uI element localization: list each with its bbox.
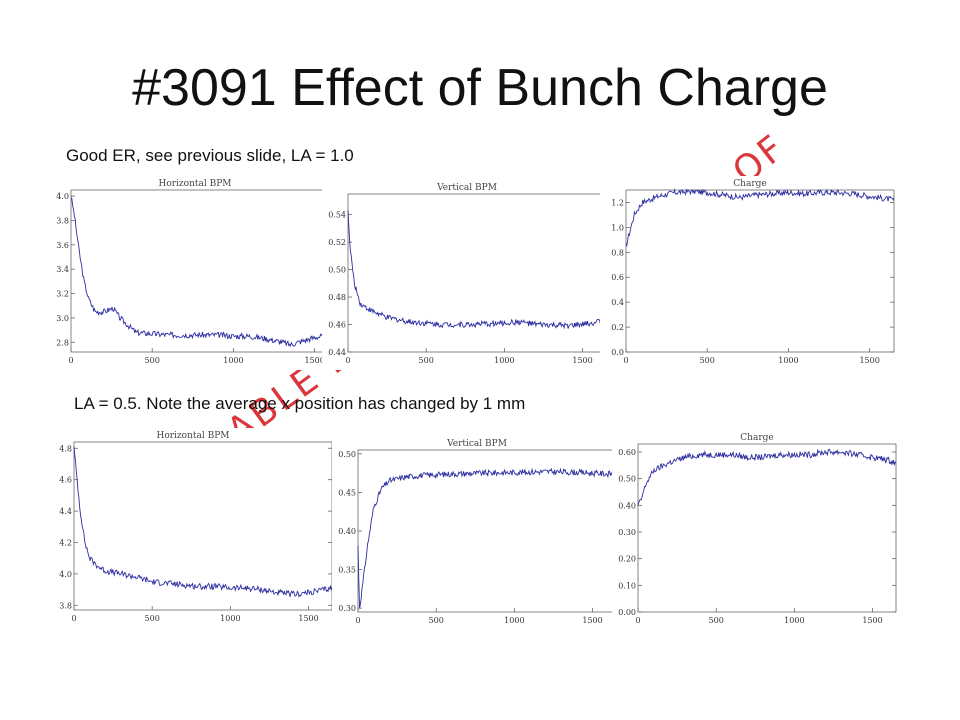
y-tick-label: 0.35 bbox=[338, 566, 356, 575]
chart-horizontal-bpm-la-1: Horizontal BPM 2.8 3.0 3.2 3.4 3.6 3.8 4.0 0 500 1… bbox=[56, 179, 340, 365]
y-tick-label: 0.54 bbox=[328, 211, 346, 220]
chart-charge-la-1: Charge 0.0 0.2 0.4 0.6 0.8 1.0 1.2 0 500 1000 1500 bbox=[611, 179, 895, 365]
y-tick-label: 0.0 bbox=[611, 348, 624, 357]
x-tick-label: 0 bbox=[635, 616, 640, 625]
chart-title: Horizontal BPM bbox=[158, 179, 231, 189]
x-tick-label: 0 bbox=[68, 356, 73, 365]
y-tick-label: 0.50 bbox=[338, 450, 356, 459]
chart-vertical-bpm-la-0.5: Vertical BPM 0.30 0.35 0.40 0.45 0.50 0 500 1000… bbox=[338, 439, 617, 625]
chart-panel-2: Vertical BPM 0.44 0.46 0.48 0.50 0.52 0.54 0 500… bbox=[322, 180, 612, 370]
series-line bbox=[70, 197, 340, 348]
x-tick-label: 1000 bbox=[778, 356, 798, 365]
y-tick-label: 0.8 bbox=[611, 248, 624, 257]
chart-title: Vertical BPM bbox=[446, 439, 507, 449]
x-tick-label: 1500 bbox=[859, 356, 879, 365]
y-tick-label: 0.60 bbox=[618, 448, 636, 457]
y-tick-label: 0.10 bbox=[618, 581, 636, 590]
x-tick-label: 500 bbox=[709, 616, 724, 625]
y-tick-label: 0.40 bbox=[618, 501, 636, 510]
x-tick-label: 1500 bbox=[582, 616, 602, 625]
y-tick-label: 4.0 bbox=[56, 192, 69, 201]
chart-charge-la-0.5: Charge 0.00 0.10 0.20 0.30 0.40 0.50 0.60 0 500 10… bbox=[618, 433, 897, 625]
y-tick-label: 0.44 bbox=[328, 348, 346, 357]
plot-frame bbox=[73, 441, 333, 611]
x-tick-label: 500 bbox=[429, 616, 444, 625]
y-tick-label: 3.0 bbox=[56, 314, 69, 323]
x-tick-label: 1500 bbox=[298, 614, 318, 623]
x-tick-label: 1000 bbox=[220, 614, 240, 623]
y-tick-label: 1.2 bbox=[611, 198, 624, 207]
y-tick-label: 0.30 bbox=[618, 528, 636, 537]
x-tick-label: 1000 bbox=[504, 616, 524, 625]
y-tick-label: 4.0 bbox=[59, 570, 72, 579]
x-tick-label: 0 bbox=[355, 616, 360, 625]
x-tick-label: 500 bbox=[700, 356, 715, 365]
y-tick-label: 0.52 bbox=[328, 238, 346, 247]
x-tick-label: 1500 bbox=[862, 616, 882, 625]
chart-title: Charge bbox=[740, 433, 773, 443]
plot-frame bbox=[347, 193, 607, 353]
series-line bbox=[347, 210, 607, 330]
plot-frame bbox=[637, 443, 897, 613]
y-tick-label: 0.40 bbox=[338, 527, 356, 536]
x-tick-label: 1000 bbox=[784, 616, 804, 625]
y-tick-label: 3.2 bbox=[56, 290, 69, 299]
y-tick-label: 0.50 bbox=[328, 266, 346, 275]
caption-top: Good ER, see previous slide, LA = 1.0 bbox=[66, 146, 354, 165]
y-tick-label: 1.0 bbox=[611, 223, 624, 232]
x-tick-label: 500 bbox=[419, 356, 434, 365]
y-tick-label: 0.00 bbox=[618, 608, 636, 617]
y-tick-label: 0.48 bbox=[328, 293, 346, 302]
caption-bottom: LA = 0.5. Note the average x position ha… bbox=[74, 394, 526, 413]
plot-frame bbox=[70, 189, 340, 353]
chart-title: Vertical BPM bbox=[436, 183, 497, 193]
y-tick-label: 4.8 bbox=[59, 444, 72, 453]
y-tick-label: 0.45 bbox=[338, 488, 356, 497]
y-tick-label: 3.4 bbox=[56, 265, 69, 274]
series-line bbox=[73, 446, 333, 598]
x-tick-label: 0 bbox=[623, 356, 628, 365]
chart-horizontal-bpm-la-0.5: Horizontal BPM 3.8 4.0 4.2 4.4 4.6 4.8 0 500 1000… bbox=[59, 431, 333, 623]
x-tick-label: 500 bbox=[145, 356, 160, 365]
y-tick-label: 4.6 bbox=[59, 476, 72, 485]
y-tick-label: 4.4 bbox=[59, 507, 72, 516]
x-tick-label: 1500 bbox=[572, 356, 592, 365]
y-tick-label: 0.6 bbox=[611, 273, 624, 282]
series-line bbox=[357, 467, 617, 609]
chart-panel-4: Horizontal BPM 3.8 4.0 4.2 4.4 4.6 4.8 0 500 1000… bbox=[48, 428, 338, 628]
x-tick-label: 1000 bbox=[223, 356, 243, 365]
y-tick-label: 0.30 bbox=[338, 604, 356, 613]
series-line bbox=[625, 188, 895, 247]
y-tick-label: 2.8 bbox=[56, 338, 69, 347]
chart-vertical-bpm-la-1: Vertical BPM 0.44 0.46 0.48 0.50 0.52 0.54 0 500… bbox=[328, 183, 607, 365]
plot-frame bbox=[625, 189, 895, 353]
x-tick-label: 0 bbox=[345, 356, 350, 365]
chart-title: Horizontal BPM bbox=[156, 431, 229, 441]
y-tick-label: 4.2 bbox=[59, 538, 72, 547]
series-line bbox=[637, 448, 897, 506]
chart-panel-6: Charge 0.00 0.10 0.20 0.30 0.40 0.50 0.60 0 500 10… bbox=[612, 430, 902, 630]
y-tick-label: 3.8 bbox=[59, 601, 72, 610]
chart-panel-1: Horizontal BPM 2.8 3.0 3.2 3.4 3.6 3.8 4.0 0 500 1… bbox=[45, 176, 345, 370]
y-tick-label: 0.46 bbox=[328, 321, 346, 330]
y-tick-label: 0.2 bbox=[611, 323, 624, 332]
chart-panel-5: Vertical BPM 0.30 0.35 0.40 0.45 0.50 0 500 1000… bbox=[332, 436, 622, 630]
x-tick-label: 500 bbox=[145, 614, 160, 623]
y-tick-label: 0.20 bbox=[618, 555, 636, 564]
x-tick-label: 1000 bbox=[494, 356, 514, 365]
y-tick-label: 3.8 bbox=[56, 216, 69, 225]
y-tick-label: 0.50 bbox=[618, 475, 636, 484]
y-tick-label: 3.6 bbox=[56, 241, 69, 250]
x-tick-label: 0 bbox=[71, 614, 76, 623]
chart-title: Charge bbox=[733, 179, 766, 189]
slide-title: #3091 Effect of Bunch Charge bbox=[132, 59, 828, 117]
x-tick-label: 1500 bbox=[304, 356, 324, 365]
y-tick-label: 0.4 bbox=[611, 298, 624, 307]
chart-panel-3: Charge 0.0 0.2 0.4 0.6 0.8 1.0 1.2 0 500 1000 1500 bbox=[600, 176, 900, 370]
